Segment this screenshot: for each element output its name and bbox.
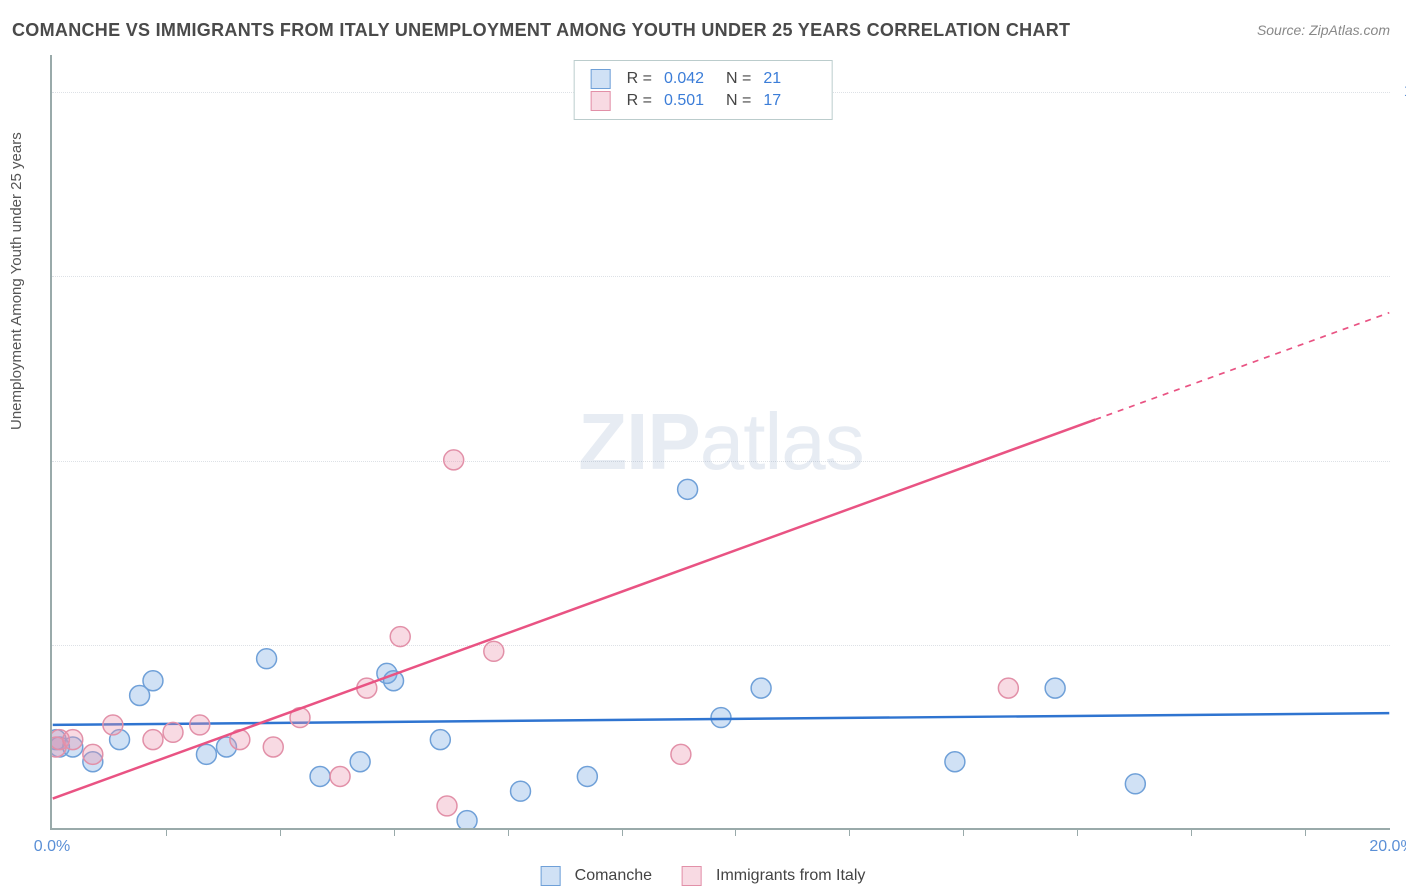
x-tick-mark xyxy=(394,828,395,836)
legend-n-value: 17 xyxy=(763,92,815,110)
data-point xyxy=(711,708,731,728)
legend-stats-row: R = 0.042 N = 21 xyxy=(591,69,816,89)
data-point xyxy=(390,627,410,647)
data-point xyxy=(263,737,283,757)
legend-swatch xyxy=(591,69,611,89)
legend-series-item: Immigrants from Italy xyxy=(682,866,865,886)
x-tick-mark xyxy=(1305,828,1306,836)
x-tick-mark xyxy=(1191,828,1192,836)
x-tick-mark xyxy=(849,828,850,836)
data-point xyxy=(1045,678,1065,698)
data-point xyxy=(484,641,504,661)
data-point xyxy=(190,715,210,735)
legend-stats: R = 0.042 N = 21 R = 0.501 N = 17 xyxy=(574,60,833,120)
legend-swatch xyxy=(591,91,611,111)
data-point xyxy=(751,678,771,698)
x-tick-label: 20.0% xyxy=(1369,838,1406,856)
data-point xyxy=(444,450,464,470)
legend-r-value: 0.042 xyxy=(664,70,716,88)
legend-n-label: N = xyxy=(726,70,751,88)
data-point xyxy=(430,730,450,750)
data-point xyxy=(143,730,163,750)
x-tick-mark xyxy=(166,828,167,836)
data-point xyxy=(457,811,477,828)
chart-container: COMANCHE VS IMMIGRANTS FROM ITALY UNEMPL… xyxy=(0,0,1406,892)
legend-series-label: Comanche xyxy=(575,867,652,885)
legend-series-item: Comanche xyxy=(541,866,652,886)
legend-n-label: N = xyxy=(726,92,751,110)
y-axis-label: Unemployment Among Youth under 25 years xyxy=(8,132,25,430)
data-point xyxy=(511,781,531,801)
legend-stats-row: R = 0.501 N = 17 xyxy=(591,91,816,111)
legend-r-label: R = xyxy=(627,70,652,88)
data-point xyxy=(945,752,965,772)
source-attribution: Source: ZipAtlas.com xyxy=(1257,22,1390,38)
data-point xyxy=(83,744,103,764)
data-point xyxy=(63,730,83,750)
x-tick-mark xyxy=(1077,828,1078,836)
trend-line-extrapolated xyxy=(1095,313,1389,420)
legend-swatch xyxy=(541,866,561,886)
legend-r-value: 0.501 xyxy=(664,92,716,110)
x-tick-mark xyxy=(280,828,281,836)
legend-r-label: R = xyxy=(627,92,652,110)
data-point xyxy=(196,744,216,764)
data-point xyxy=(257,649,277,669)
data-point xyxy=(577,766,597,786)
x-tick-mark xyxy=(735,828,736,836)
x-tick-mark xyxy=(622,828,623,836)
x-tick-mark xyxy=(508,828,509,836)
x-tick-mark xyxy=(963,828,964,836)
data-point xyxy=(671,744,691,764)
x-tick-label: 0.0% xyxy=(34,838,70,856)
data-point xyxy=(998,678,1018,698)
plot-svg xyxy=(52,55,1390,828)
legend-n-value: 21 xyxy=(763,70,815,88)
data-point xyxy=(143,671,163,691)
legend-series-label: Immigrants from Italy xyxy=(716,867,865,885)
data-point xyxy=(330,766,350,786)
legend-series: Comanche Immigrants from Italy xyxy=(541,866,866,886)
data-point xyxy=(163,722,183,742)
legend-swatch xyxy=(682,866,702,886)
data-point xyxy=(678,479,698,499)
data-point xyxy=(103,715,123,735)
data-point xyxy=(350,752,370,772)
data-point xyxy=(437,796,457,816)
data-point xyxy=(1125,774,1145,794)
data-point xyxy=(310,766,330,786)
plot-area: ZIPatlas 25.0%50.0%75.0%100.0%0.0%20.0% xyxy=(50,55,1390,830)
chart-title: COMANCHE VS IMMIGRANTS FROM ITALY UNEMPL… xyxy=(12,20,1070,41)
trend-line xyxy=(53,420,1096,799)
